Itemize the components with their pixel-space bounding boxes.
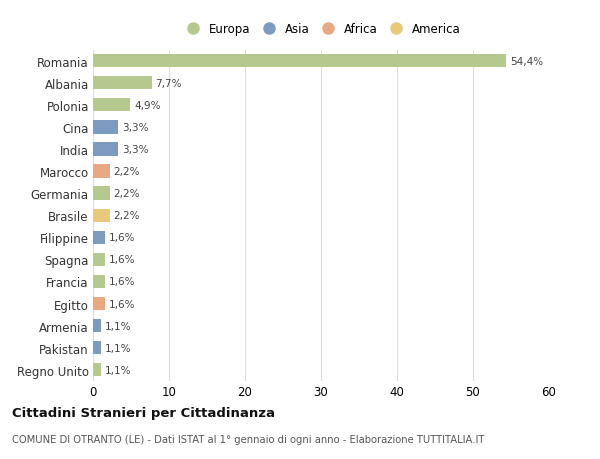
Text: 1,1%: 1,1% xyxy=(105,343,131,353)
Legend: Europa, Asia, Africa, America: Europa, Asia, Africa, America xyxy=(182,23,460,36)
Text: 2,2%: 2,2% xyxy=(113,167,140,177)
Bar xyxy=(93,364,101,376)
Bar xyxy=(93,275,105,288)
Text: 54,4%: 54,4% xyxy=(510,56,544,67)
Text: 1,1%: 1,1% xyxy=(105,321,131,331)
Bar xyxy=(93,121,118,134)
Text: 4,9%: 4,9% xyxy=(134,101,161,111)
Bar xyxy=(93,55,506,68)
Text: 1,6%: 1,6% xyxy=(109,299,136,309)
Text: 2,2%: 2,2% xyxy=(113,211,140,221)
Text: 1,6%: 1,6% xyxy=(109,233,136,243)
Text: 1,6%: 1,6% xyxy=(109,277,136,287)
Bar xyxy=(93,253,105,266)
Text: Cittadini Stranieri per Cittadinanza: Cittadini Stranieri per Cittadinanza xyxy=(12,406,275,419)
Bar xyxy=(93,99,130,112)
Bar xyxy=(93,165,110,178)
Text: 1,1%: 1,1% xyxy=(105,365,131,375)
Bar xyxy=(93,231,105,244)
Text: 3,3%: 3,3% xyxy=(122,123,148,133)
Bar xyxy=(93,143,118,156)
Bar xyxy=(93,77,152,90)
Bar xyxy=(93,187,110,200)
Bar xyxy=(93,341,101,354)
Bar xyxy=(93,297,105,310)
Bar xyxy=(93,319,101,332)
Text: 3,3%: 3,3% xyxy=(122,145,148,155)
Bar xyxy=(93,209,110,222)
Text: 2,2%: 2,2% xyxy=(113,189,140,199)
Text: 7,7%: 7,7% xyxy=(155,78,182,89)
Text: 1,6%: 1,6% xyxy=(109,255,136,265)
Text: COMUNE DI OTRANTO (LE) - Dati ISTAT al 1° gennaio di ogni anno - Elaborazione TU: COMUNE DI OTRANTO (LE) - Dati ISTAT al 1… xyxy=(12,434,484,444)
